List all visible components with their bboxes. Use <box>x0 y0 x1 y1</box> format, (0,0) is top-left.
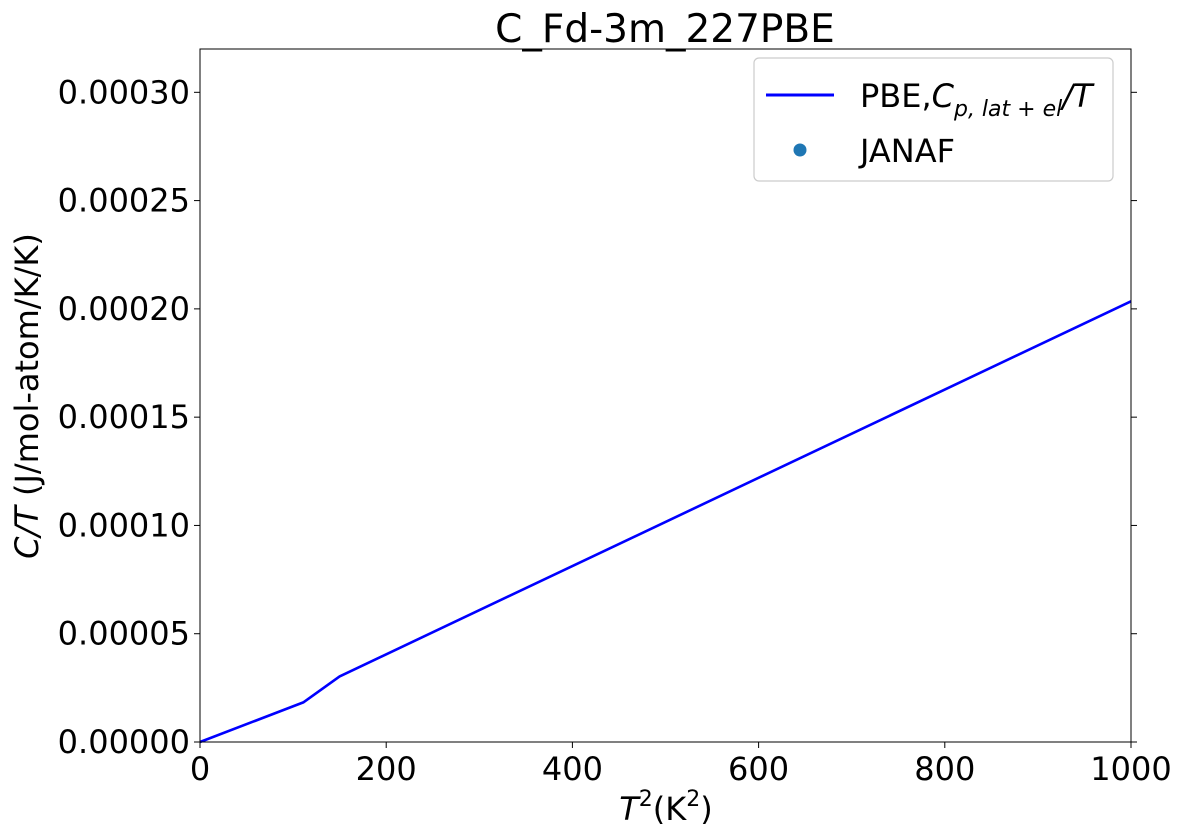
y-tick-label: 0.00020 <box>58 290 190 328</box>
x-tick-label: 400 <box>542 750 603 788</box>
y-tick-label: 0.00000 <box>58 723 190 761</box>
legend-frame <box>753 57 1114 182</box>
chart-title: C_Fd-3m_227PBE <box>495 7 835 52</box>
legend-label-janaf: JANAF <box>858 132 955 170</box>
x-tick-label: 600 <box>728 750 789 788</box>
series-line-pbe <box>199 300 1132 744</box>
y-axis-ticks: 0.00000 0.00005 0.00010 0.00015 0.00020 0.000… <box>58 73 1137 761</box>
y-tick-label: 0.00030 <box>58 73 190 111</box>
y-tick-label: 0.00005 <box>58 615 190 653</box>
y-tick-label: 0.00025 <box>58 182 190 220</box>
y-tick-label: 0.00015 <box>58 398 190 436</box>
legend: PBE,Cp, lat + el/T JANAF <box>753 57 1114 182</box>
plot-frame <box>199 48 1132 743</box>
legend-marker-swatch <box>793 143 807 157</box>
x-axis-ticks: 0 200 400 600 800 1000 <box>190 742 1172 788</box>
series-layer <box>199 300 1132 744</box>
x-tick-label: 0 <box>190 750 210 788</box>
plot-area <box>199 48 1132 744</box>
x-axis-label: T2(K2) <box>619 787 713 828</box>
y-tick-label: 0.00010 <box>58 506 190 544</box>
legend-label-pbe: PBE,Cp, lat + el/T <box>860 77 1095 122</box>
x-tick-label: 1000 <box>1090 750 1171 788</box>
y-axis-label: C/T (J/mol-atom/K/K) <box>8 233 46 559</box>
x-tick-label: 800 <box>914 750 975 788</box>
x-tick-label: 200 <box>356 750 417 788</box>
